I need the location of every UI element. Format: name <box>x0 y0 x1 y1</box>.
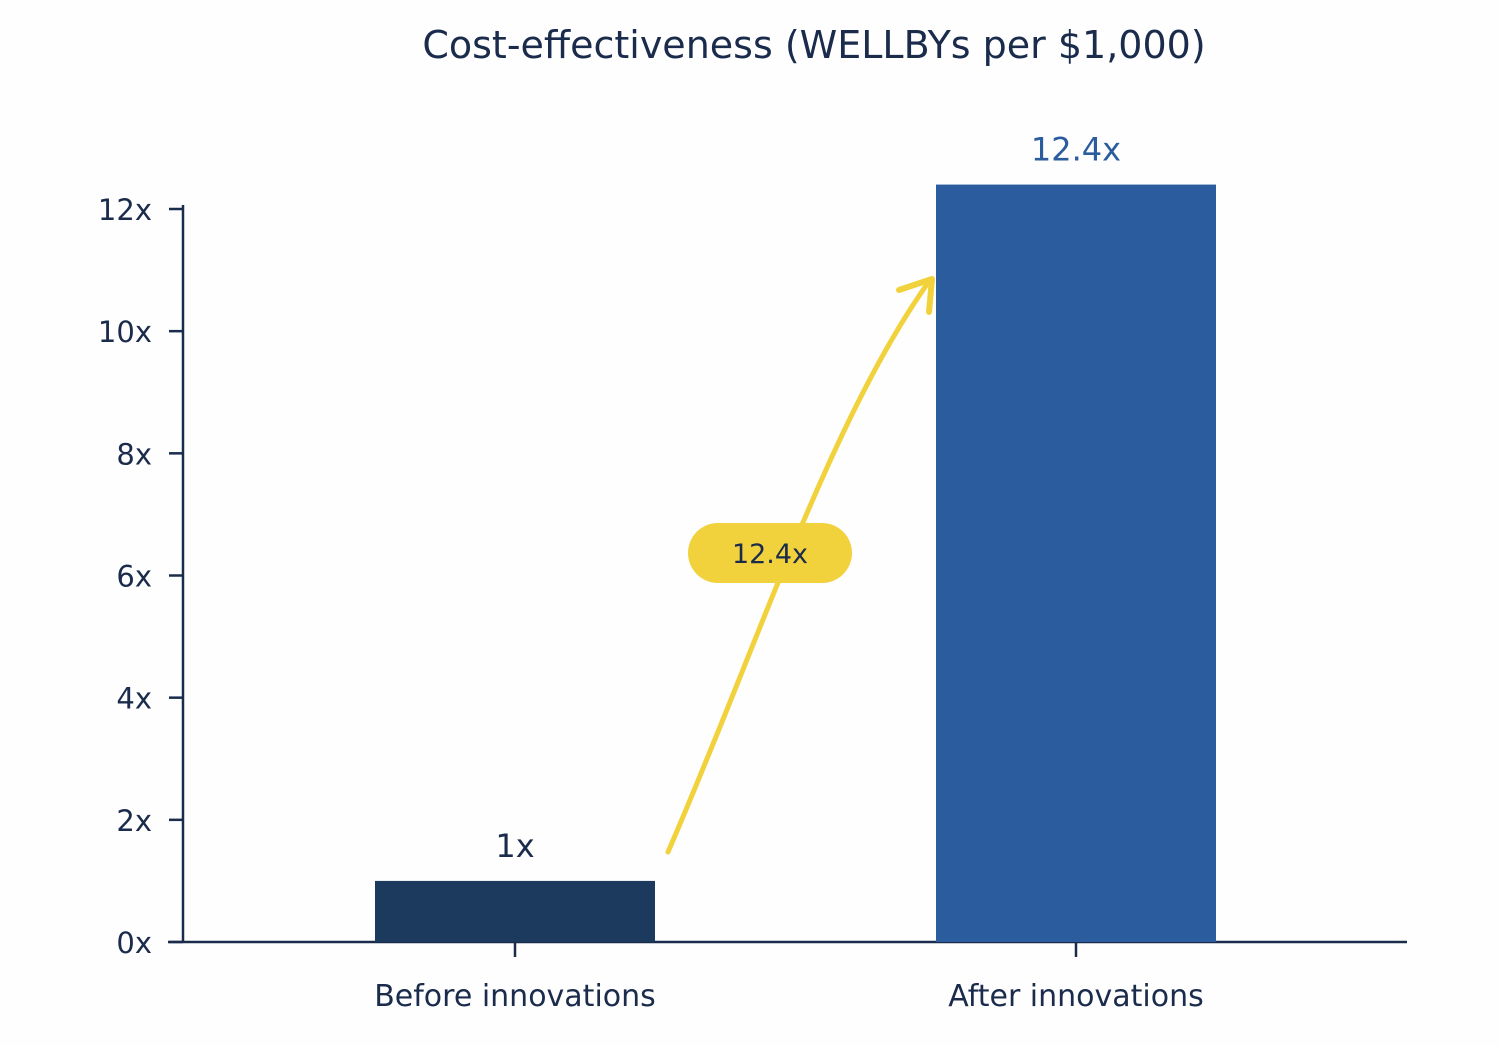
bar <box>375 880 655 942</box>
arrow-head-icon <box>896 276 935 315</box>
axes: 0x 2x 4x 6x 8x 10x 12x Before innovations After … <box>98 193 1407 1014</box>
y-tick-label: 2x <box>116 804 152 838</box>
y-tick-label: 12x <box>98 193 152 227</box>
data-label: 1x <box>495 827 534 865</box>
data-label: 12.4x <box>1031 131 1121 169</box>
bar <box>936 184 1216 943</box>
annotation-label: 12.4x <box>732 539 808 570</box>
annotation: 12.4x <box>665 276 935 855</box>
x-tick-label: After innovations <box>948 979 1204 1014</box>
y-tick-label: 4x <box>116 682 152 716</box>
y-tick-label: 10x <box>98 315 152 349</box>
annotation-badge <box>688 523 852 583</box>
bars: 1x 12.4x <box>375 131 1216 943</box>
chart-title: Cost-effectiveness (WELLBYs per $1,000) <box>422 23 1205 67</box>
y-tick-label: 0x <box>116 926 152 960</box>
y-tick-label: 8x <box>116 437 152 471</box>
x-tick-label: Before innovations <box>374 979 656 1014</box>
y-tick-label: 6x <box>116 560 152 594</box>
